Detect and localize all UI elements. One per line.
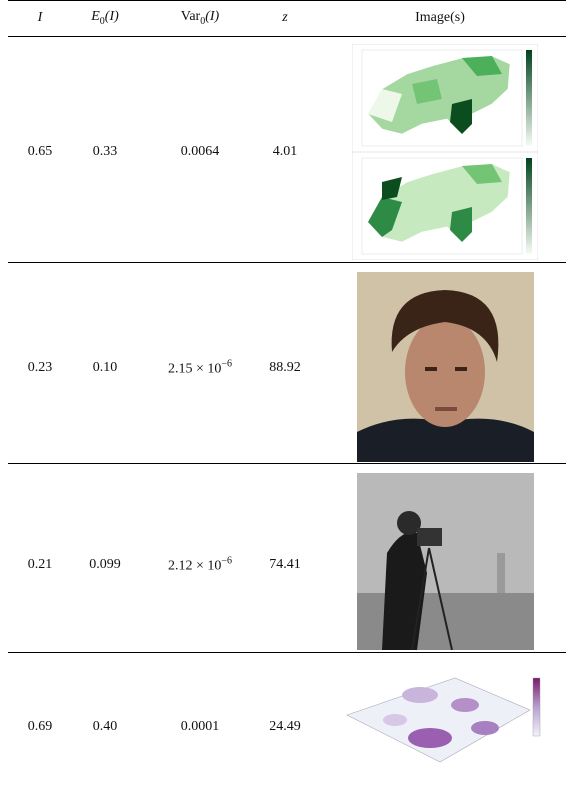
cell-text: 88.92 [269, 360, 301, 375]
table-cell: 2.12 × 10−6 [168, 556, 232, 575]
header-subscript: 0 [200, 15, 206, 27]
table-cell: 0.10 [93, 360, 118, 376]
table-cell: 4.01 [273, 144, 298, 160]
cell-text: 74.41 [269, 557, 301, 572]
top-rule [8, 0, 566, 1]
cell-text: 2.12 × 10 [167, 558, 222, 574]
table-cell: 0.33 [93, 144, 118, 160]
map-image [352, 152, 538, 260]
cell-text: 0.69 [27, 719, 53, 734]
header-text: (I) [205, 9, 220, 25]
cell-text: 0.33 [92, 144, 118, 159]
table-cell: 0.65 [28, 144, 53, 160]
table-cell: 24.49 [269, 719, 301, 735]
row-rule [8, 262, 566, 263]
cell-text: 4.01 [272, 144, 298, 159]
cell-text: 0.65 [27, 144, 53, 159]
table-cell: 2.15 × 10−6 [168, 359, 232, 378]
table-cell: 88.92 [269, 360, 301, 376]
header-text: Var [180, 9, 201, 25]
header-cell: E0(I) [91, 9, 119, 27]
cell-exponent: −6 [221, 555, 233, 567]
header-text: z [282, 10, 288, 25]
cell-text: 24.49 [269, 719, 301, 734]
header-cell: I [38, 10, 43, 26]
header-text: Image(s) [415, 10, 465, 25]
header-cell: Var0(I) [181, 9, 219, 27]
table-cell: 0.23 [28, 360, 53, 376]
cameraman-image [357, 473, 534, 650]
header-text: (I) [104, 9, 119, 25]
table-cell: 0.21 [28, 557, 53, 573]
header-cell: z [282, 10, 287, 26]
table-cell: 0.0064 [181, 144, 220, 160]
surface-image [346, 677, 541, 763]
cell-text: 0.099 [89, 557, 121, 572]
cell-text: 0.40 [92, 719, 118, 734]
header-subscript: 0 [99, 15, 105, 27]
header-text: E [91, 9, 100, 25]
map-image [352, 44, 538, 152]
header-rule [8, 36, 566, 37]
cell-text: 0.0001 [180, 719, 220, 734]
table-cell: 0.0001 [181, 719, 220, 735]
cell-text: 0.10 [92, 360, 118, 375]
table-cell: 0.099 [89, 557, 121, 573]
table-cell: 74.41 [269, 557, 301, 573]
portrait-image [357, 272, 534, 462]
header-cell: Image(s) [415, 10, 465, 26]
table-cell: 0.40 [93, 719, 118, 735]
cell-text: 0.21 [27, 557, 53, 572]
cell-text: 2.15 × 10 [167, 361, 222, 377]
header-text: I [37, 10, 43, 25]
row-rule [8, 652, 566, 653]
cell-exponent: −6 [221, 358, 233, 370]
row-rule [8, 463, 566, 464]
cell-text: 0.23 [27, 360, 53, 375]
table-cell: 0.69 [28, 719, 53, 735]
cell-text: 0.0064 [180, 144, 220, 159]
